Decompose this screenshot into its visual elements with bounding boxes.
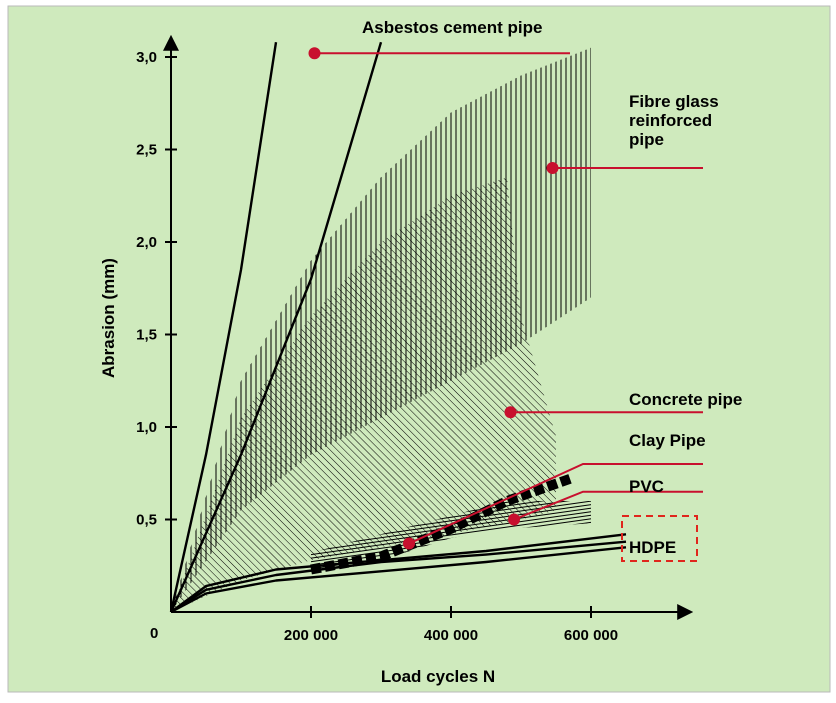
- concrete-pipe-marker: [504, 406, 517, 419]
- fibre-glass-reinforced-pipe-label: Fibre glass: [629, 92, 719, 111]
- bands-layer: [171, 47, 591, 613]
- hdpe-line-1: [170, 533, 627, 613]
- clay-pipe-marker: [403, 537, 415, 550]
- x-tick-label: 600 000: [564, 627, 618, 644]
- y-tick-label: 0,5: [136, 512, 157, 529]
- asbestos-cement-pipe-line-2: [169, 41, 383, 613]
- clay-pipe-leader: [408, 463, 703, 545]
- hdpe-highlight-box: [621, 515, 698, 562]
- asbestos-cement-pipe-label: Asbestos cement pipe: [362, 18, 542, 37]
- pvc-leader: [513, 490, 703, 521]
- hdpe-line-2: [170, 540, 627, 614]
- clay-pipe-line: [310, 474, 572, 575]
- clay-pipe-label: Clay Pipe: [629, 431, 706, 450]
- y-tick-label: 2,5: [136, 142, 157, 159]
- y-axis-label: Abrasion (mm): [99, 258, 118, 378]
- y-tick-label: 3,0: [136, 49, 157, 66]
- x-tick-label: 400 000: [424, 627, 478, 644]
- hdpe-line-3: [170, 546, 627, 614]
- x-tick-label: 200 000: [284, 627, 338, 644]
- y-tick-label: 1,0: [136, 419, 157, 436]
- origin-label: 0: [150, 625, 158, 642]
- concrete-pipe-band: [171, 177, 556, 613]
- hdpe-label: HDPE: [629, 538, 676, 557]
- asbestos-cement-pipe-marker: [308, 47, 321, 60]
- fibre-glass-reinforced-pipe-marker: [546, 162, 559, 174]
- y-tick-label: 2,0: [136, 234, 157, 251]
- x-axis-label: Load cycles N: [381, 667, 495, 686]
- fibre-glass-reinforced-pipe-label: reinforced: [629, 111, 712, 130]
- fibre-glass-reinforced-pipe-label: pipe: [629, 130, 664, 149]
- concrete-pipe-label: Concrete pipe: [629, 390, 742, 409]
- lines-layer: [169, 41, 627, 614]
- pvc-marker: [508, 513, 520, 526]
- y-tick-label: 1,5: [136, 327, 157, 344]
- annotations-layer: Asbestos cement pipe Fibre glassreinforce…: [308, 18, 742, 562]
- asbestos-cement-pipe-line-1: [169, 42, 278, 613]
- ticks-layer: 200 000 400 000 600 000 0,5 1,0 1,5 2,0 2,5 3,0: [136, 49, 618, 644]
- axes-layer: 0 Load cycles N Abrasion (mm): [99, 34, 694, 686]
- pvc-label: PVC: [629, 477, 664, 496]
